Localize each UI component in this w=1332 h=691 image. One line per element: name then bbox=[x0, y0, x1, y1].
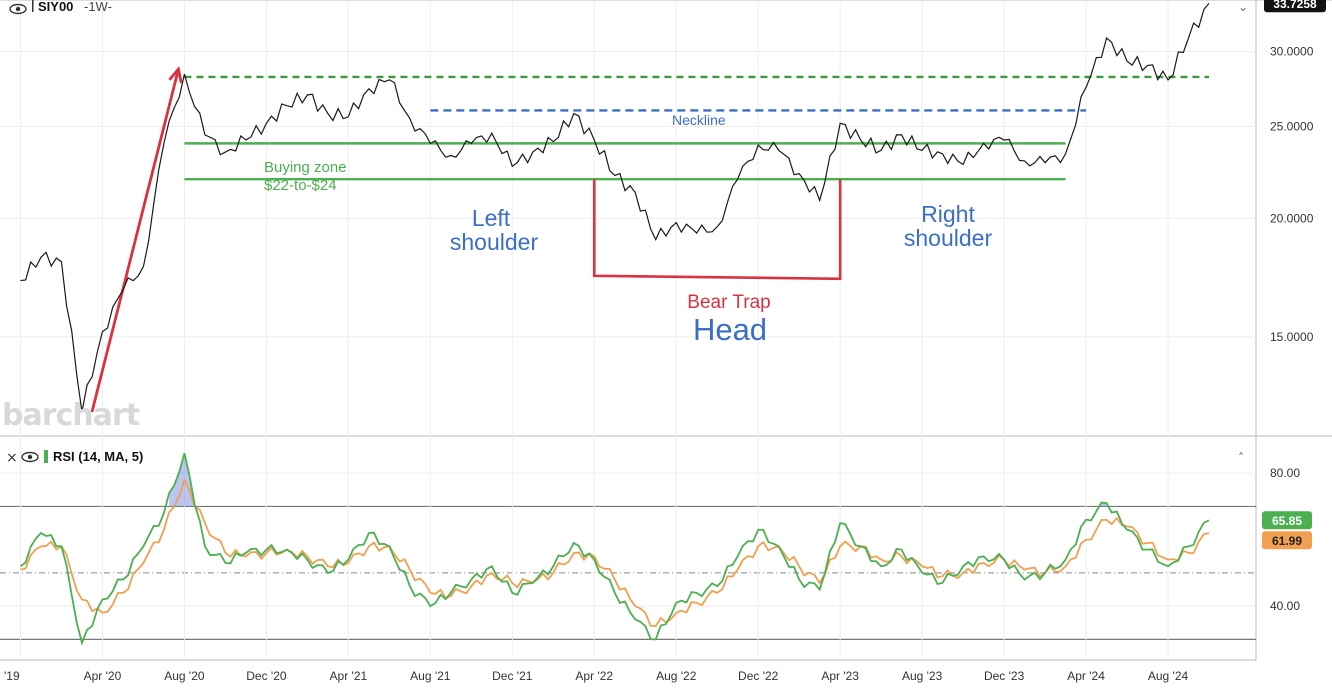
last-price-value: 33.7258 bbox=[1273, 0, 1317, 11]
last-price-badge: 33.7258 bbox=[1264, 0, 1326, 12]
rsi-line bbox=[20, 453, 1209, 642]
x-tick-label: Aug '24 bbox=[1148, 669, 1189, 683]
interval-label[interactable]: -1W- bbox=[84, 0, 112, 14]
price-tick-label: 25.0000 bbox=[1270, 120, 1314, 134]
x-axis-ticks: '19 Apr '20 Aug '20 Dec '20 Apr '21 Aug '21 De… bbox=[4, 669, 1189, 683]
eye-icon[interactable] bbox=[10, 5, 26, 14]
x-tick-label: Apr '22 bbox=[575, 669, 613, 683]
rsi-header: × RSI (14, MA, 5) ˄ bbox=[6, 449, 1244, 466]
price-tick-label: 15.0000 bbox=[1270, 330, 1314, 344]
rsi-tick-label: 80.00 bbox=[1270, 466, 1300, 480]
last-rsi-badge: 65.85 bbox=[1262, 511, 1312, 529]
x-tick-label: Aug '23 bbox=[902, 669, 943, 683]
x-tick-label: Dec '22 bbox=[738, 669, 779, 683]
x-tick-label: Apr '20 bbox=[84, 669, 122, 683]
price-pane-frame bbox=[0, 0, 1332, 660]
close-rsi-icon[interactable]: × bbox=[6, 450, 18, 466]
x-tick-label: '19 bbox=[4, 669, 20, 683]
bear-trap-label: Bear Trap bbox=[687, 292, 770, 313]
symbol-label[interactable]: SIY00 bbox=[38, 0, 73, 14]
price-header: SIY00 -1W- ⌄ bbox=[10, 0, 1248, 14]
trend-arrow-line bbox=[92, 69, 178, 412]
rsi-ma-line bbox=[20, 480, 1209, 626]
collapse-price-chevron-icon[interactable]: ⌄ bbox=[1238, 0, 1248, 14]
x-tick-label: Dec '20 bbox=[246, 669, 287, 683]
rsi-color-swatch bbox=[44, 450, 48, 463]
price-levels bbox=[92, 69, 1209, 412]
x-tick-label: Apr '23 bbox=[821, 669, 859, 683]
rsi-eye-icon[interactable] bbox=[22, 453, 38, 462]
last-ma-value: 61.99 bbox=[1272, 534, 1302, 548]
last-ma-badge: 61.99 bbox=[1262, 531, 1312, 549]
right-shoulder-label-1: Right bbox=[921, 201, 975, 227]
right-shoulder-label-2: shoulder bbox=[904, 225, 993, 251]
x-tick-label: Apr '24 bbox=[1067, 669, 1105, 683]
price-tick-label: 30.0000 bbox=[1270, 44, 1314, 58]
symbol-divider bbox=[32, 0, 34, 12]
last-rsi-value: 65.85 bbox=[1272, 514, 1302, 528]
head-label: Head bbox=[693, 312, 767, 347]
buying-zone-label-1: Buying zone bbox=[264, 159, 347, 176]
x-tick-label: Aug '21 bbox=[410, 669, 451, 683]
price-line bbox=[20, 3, 1209, 412]
rsi-tick-label: 40.00 bbox=[1270, 599, 1300, 613]
x-tick-label: Dec '21 bbox=[492, 669, 533, 683]
price-grid bbox=[0, 0, 1256, 337]
x-tick-label: Apr '21 bbox=[330, 669, 368, 683]
left-shoulder-label-1: Left bbox=[472, 205, 511, 231]
rsi-label[interactable]: RSI (14, MA, 5) bbox=[53, 449, 143, 464]
price-series bbox=[20, 3, 1209, 412]
bear-trap-bracket bbox=[594, 179, 840, 279]
left-shoulder-label-2: shoulder bbox=[450, 229, 539, 255]
x-tick-label: Aug '20 bbox=[164, 669, 205, 683]
collapse-rsi-chevron-icon[interactable]: ˄ bbox=[1238, 451, 1244, 465]
rsi-series bbox=[20, 453, 1209, 643]
neckline-label: Neckline bbox=[672, 112, 726, 128]
x-tick-label: Dec '23 bbox=[984, 669, 1025, 683]
x-tick-label: Aug '22 bbox=[656, 669, 697, 683]
barchart-watermark: barchart bbox=[2, 398, 139, 433]
buying-zone-label-2: $22-to-$24 bbox=[264, 177, 337, 194]
price-tick-label: 20.0000 bbox=[1270, 211, 1314, 225]
